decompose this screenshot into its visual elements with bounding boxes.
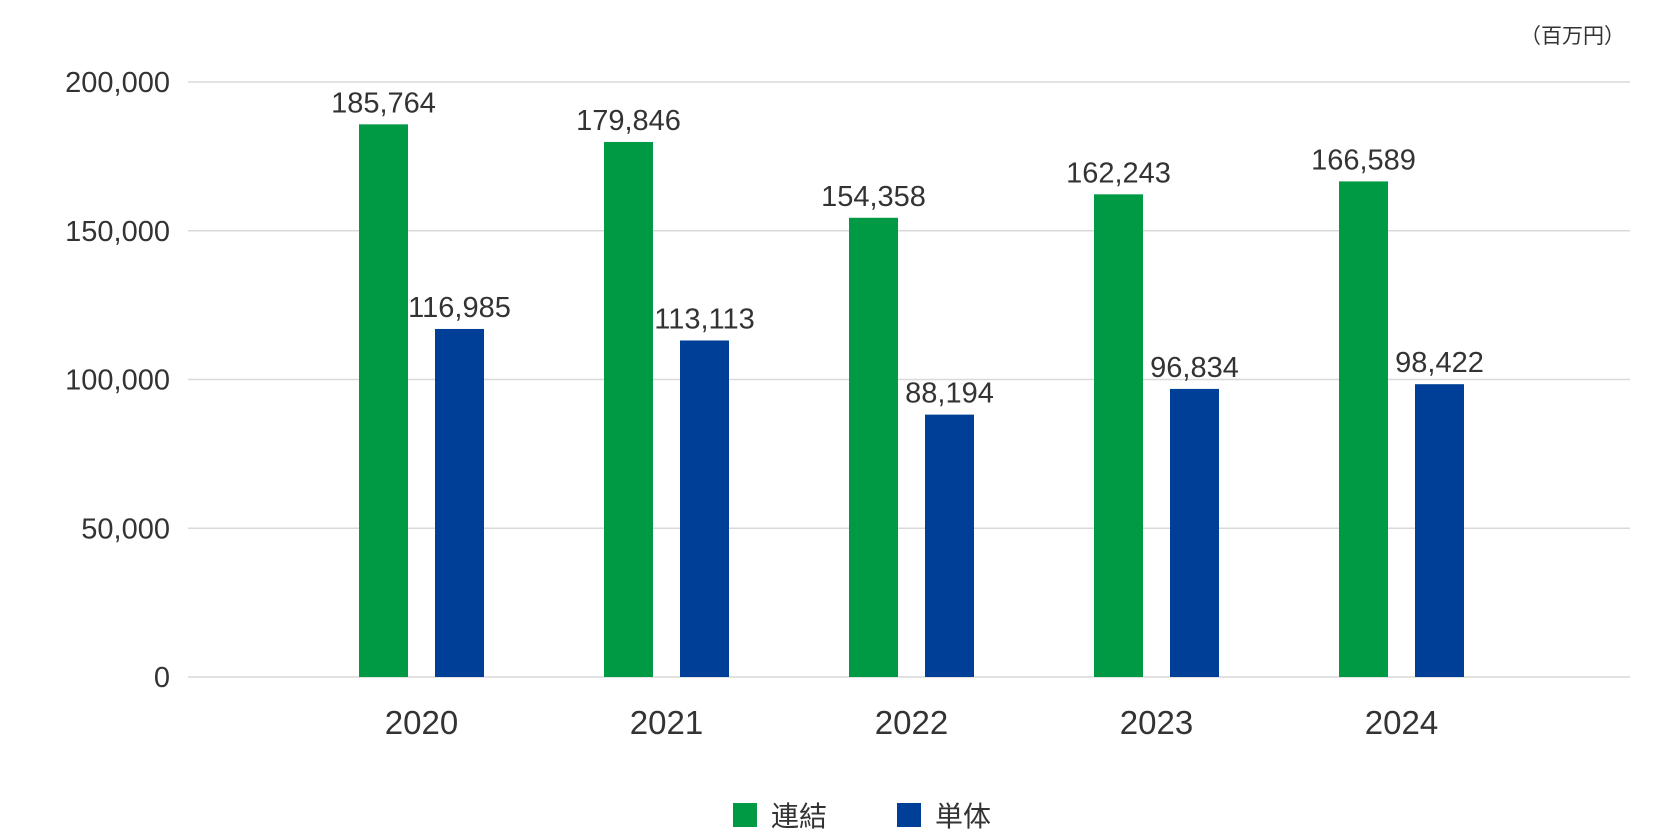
bar-consolidated xyxy=(1094,194,1143,677)
data-label: 88,194 xyxy=(905,378,994,410)
data-label: 162,243 xyxy=(1066,157,1171,189)
legend-label: 連結 xyxy=(771,800,827,833)
x-category-label: 2024 xyxy=(1365,704,1438,741)
x-axis: 2020 2021 2022 2023 2024 xyxy=(385,704,1438,741)
bar-consolidated xyxy=(849,217,898,677)
data-label: 96,834 xyxy=(1150,352,1239,384)
legend-swatch xyxy=(897,803,921,827)
bar-consolidated xyxy=(604,141,653,678)
bar-standalone xyxy=(435,328,484,677)
data-label: 98,422 xyxy=(1395,347,1484,379)
bar-standalone xyxy=(925,414,974,677)
bar-standalone xyxy=(1170,388,1219,677)
unit-label: （百万円） xyxy=(1520,24,1625,48)
legend-label: 単体 xyxy=(935,800,991,833)
y-axis: 0 50,000 100,000 150,000 200,000 xyxy=(65,67,170,694)
bar-consolidated xyxy=(359,124,408,677)
data-label: 113,113 xyxy=(654,303,755,335)
data-label: 179,846 xyxy=(576,105,681,137)
x-category-label: 2021 xyxy=(630,704,703,741)
y-tick-label: 0 xyxy=(154,662,170,694)
y-tick-label: 50,000 xyxy=(81,513,170,545)
y-tick-label: 100,000 xyxy=(65,365,170,397)
y-tick-label: 150,000 xyxy=(65,216,170,248)
x-category-label: 2020 xyxy=(385,704,458,741)
y-tick-label: 200,000 xyxy=(65,67,170,99)
data-label: 185,764 xyxy=(331,87,436,119)
legend: 連結 単体 xyxy=(733,800,991,833)
legend-swatch xyxy=(733,803,757,827)
gridlines xyxy=(188,81,1630,678)
x-category-label: 2022 xyxy=(875,704,948,741)
data-label: 116,985 xyxy=(408,292,511,324)
data-label: 166,589 xyxy=(1311,144,1416,176)
bar-consolidated xyxy=(1339,181,1388,678)
x-category-label: 2023 xyxy=(1120,704,1193,741)
bars: 185,764 179,846 154,358 162,243 166,589 116,9… xyxy=(331,87,1484,678)
data-label: 154,358 xyxy=(821,181,926,213)
bar-standalone xyxy=(680,340,729,677)
bar-standalone xyxy=(1415,384,1464,677)
